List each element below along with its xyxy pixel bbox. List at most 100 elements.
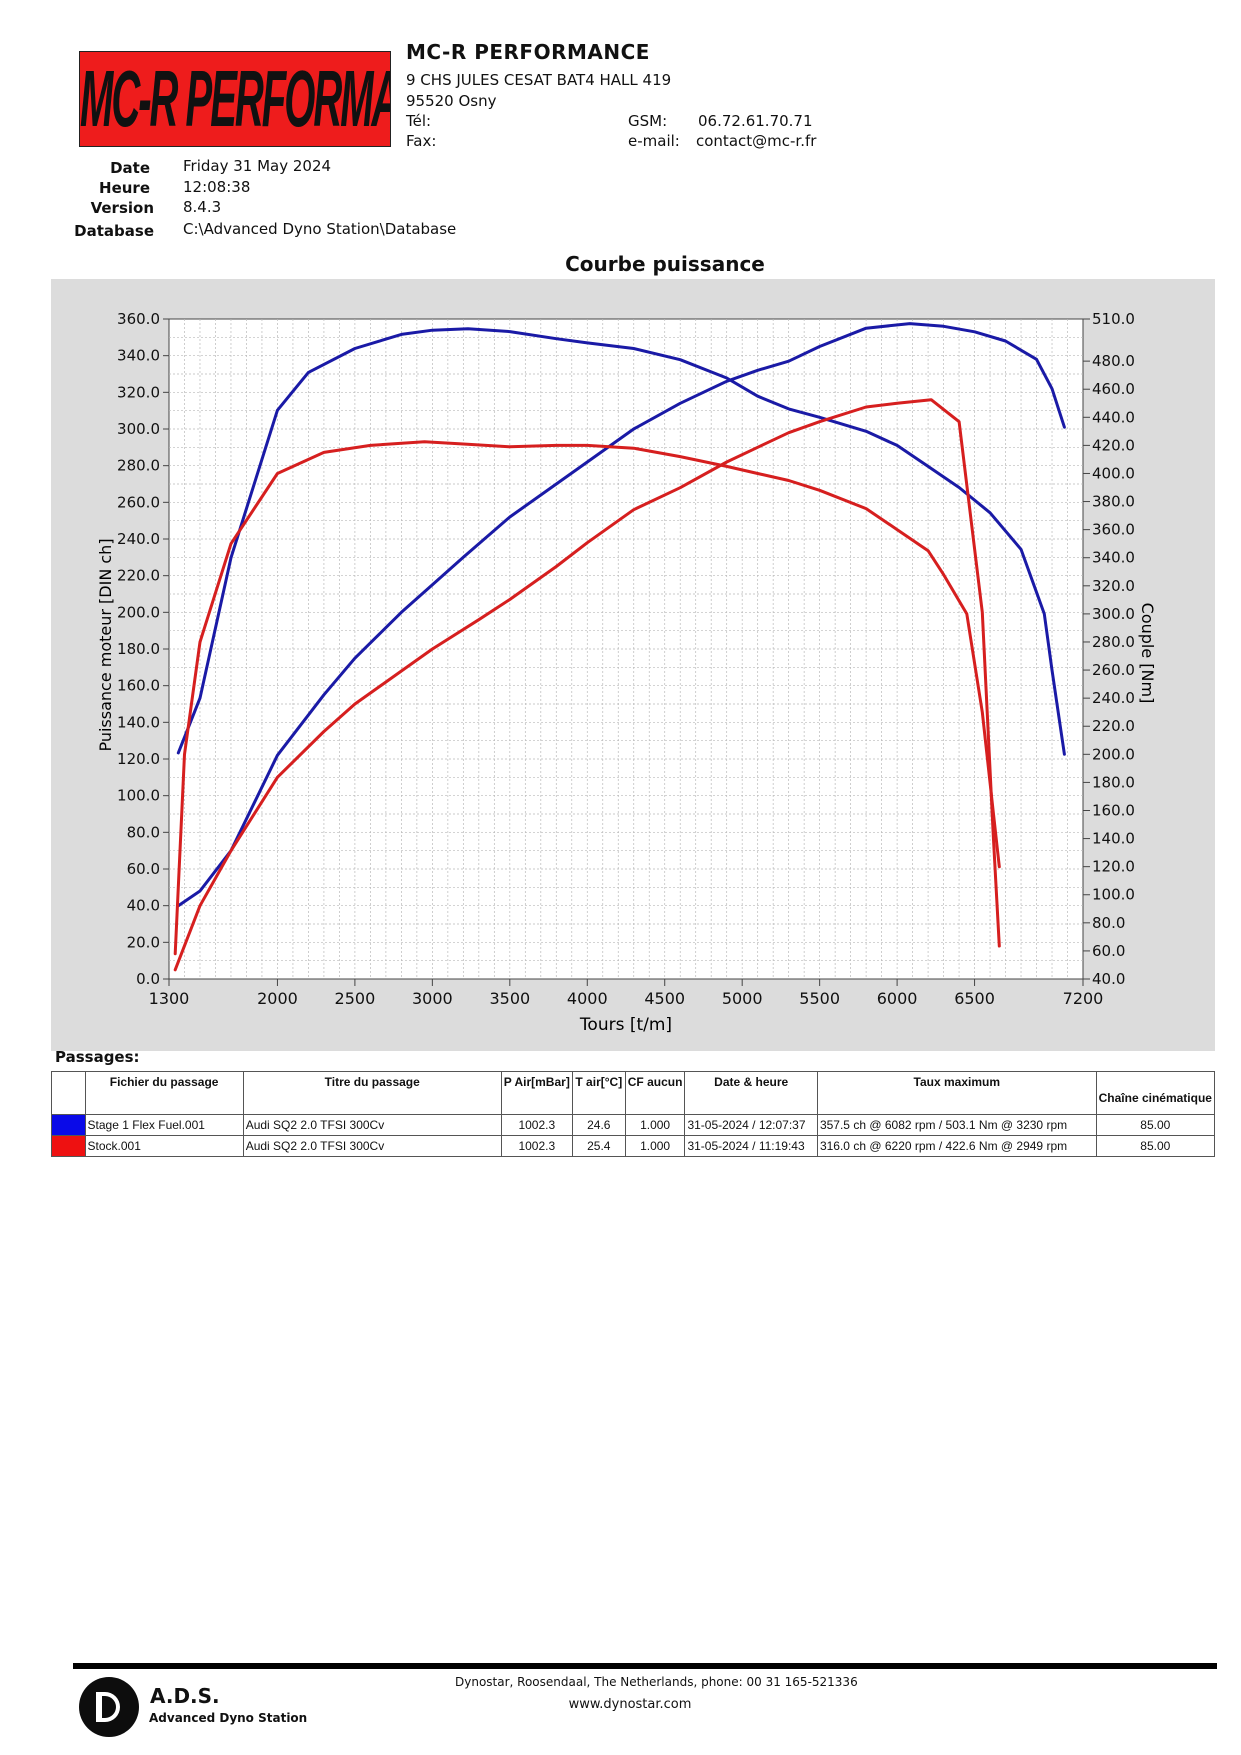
- file-cell: Stage 1 Flex Fuel.001: [84, 1114, 244, 1136]
- stock-power-line: [173, 398, 1001, 972]
- y2-tick-label: 510.0: [1092, 310, 1135, 328]
- y2-tick-label: 280.0: [1092, 633, 1135, 651]
- x-tick-label: 4500: [644, 989, 685, 1008]
- chain-cell: 85.00: [1095, 1114, 1216, 1136]
- company-name: MC-R PERFORMANCE: [406, 40, 650, 64]
- y-tick-label: 180.0: [117, 640, 160, 658]
- p-air-cell: 1002.3: [500, 1135, 573, 1157]
- y-tick-label: 240.0: [117, 530, 160, 548]
- file-cell: Stock.001: [84, 1135, 244, 1157]
- database-value: C:\Advanced Dyno Station\Database: [183, 220, 457, 238]
- y2-tick-label: 480.0: [1092, 352, 1135, 370]
- y2-tick-label: 200.0: [1092, 745, 1135, 763]
- y-tick-label: 220.0: [117, 567, 160, 585]
- database-label: Database: [74, 222, 154, 240]
- y2-tick-label: 100.0: [1092, 886, 1135, 904]
- datetime-cell: 31-05-2024 / 12:07:37: [684, 1114, 818, 1136]
- y-tick-label: 60.0: [127, 860, 160, 878]
- table-row[interactable]: Stage 1 Flex Fuel.001 Audi SQ2 2.0 TFSI …: [51, 1114, 1216, 1136]
- email-value: contact@mc-r.fr: [696, 132, 817, 150]
- y2-tick-label: 120.0: [1092, 858, 1135, 876]
- y2-tick-label: 160.0: [1092, 801, 1135, 819]
- col-max: Taux maximum: [816, 1071, 1097, 1115]
- footer-url: www.dynostar.com: [568, 1697, 692, 1712]
- col-color: [51, 1071, 86, 1115]
- x-tick-label: 6500: [954, 989, 995, 1008]
- ads-logo-icon: [79, 1677, 139, 1737]
- stage1-power-line: [176, 322, 1066, 908]
- x-tick-label: 1300: [149, 989, 190, 1008]
- t-air-cell: 25.4: [571, 1135, 626, 1157]
- y-tick-label: 0.0: [136, 970, 160, 988]
- y-tick-label: 260.0: [117, 493, 160, 511]
- table-row[interactable]: Stock.001 Audi SQ2 2.0 TFSI 300Cv 1002.3…: [51, 1135, 1216, 1157]
- y2-tick-label: 300.0: [1092, 605, 1135, 623]
- title-cell: Audi SQ2 2.0 TFSI 300Cv: [242, 1114, 502, 1136]
- date-label: Date: [110, 159, 150, 177]
- y-tick-label: 120.0: [117, 750, 160, 768]
- stock-torque-line: [173, 440, 1001, 956]
- date-value: Friday 31 May 2024: [183, 157, 332, 175]
- x-tick-label: 3500: [489, 989, 530, 1008]
- y-tick-label: 40.0: [127, 897, 160, 915]
- y-tick-label: 100.0: [117, 787, 160, 805]
- fax-label: Fax:: [406, 132, 437, 150]
- col-datetime: Date & heure: [684, 1071, 818, 1115]
- ads-subtitle: Advanced Dyno Station: [149, 1711, 308, 1725]
- y2-tick-label: 440.0: [1092, 408, 1135, 426]
- datetime-cell: 31-05-2024 / 11:19:43: [684, 1135, 818, 1157]
- heure-value: 12:08:38: [183, 178, 251, 196]
- y2-tick-label: 140.0: [1092, 830, 1135, 848]
- ads-title: A.D.S.: [150, 1684, 220, 1708]
- t-air-cell: 24.6: [571, 1114, 626, 1136]
- y-tick-label: 140.0: [117, 713, 160, 731]
- x-tick-label: 4000: [567, 989, 608, 1008]
- chart-svg: 1300 2000 2500 3000 3500 4000 4500 5000 5500 6000…: [96, 310, 1157, 1035]
- y-tick-label: 160.0: [117, 677, 160, 695]
- chain-cell: 85.00: [1095, 1135, 1216, 1157]
- x-axis-label: Tours [t/m]: [579, 1015, 672, 1035]
- x-tick-label: 2500: [335, 989, 376, 1008]
- version-value: 8.4.3: [183, 198, 222, 216]
- col-file: Fichier du passage: [84, 1071, 244, 1115]
- heure-label: Heure: [99, 179, 150, 197]
- y2-axis-label: Couple [Nm]: [1138, 603, 1157, 704]
- y-tick-label: 280.0: [117, 457, 160, 475]
- p-air-cell: 1002.3: [500, 1114, 573, 1136]
- cf-cell: 1.000: [624, 1114, 686, 1136]
- col-chain: Chaîne cinématique: [1095, 1071, 1216, 1115]
- x-tick-label: 3000: [412, 989, 453, 1008]
- color-swatch: [51, 1114, 86, 1136]
- y2-tick-label: 380.0: [1092, 493, 1135, 511]
- chart-series: [173, 322, 1066, 972]
- y2-tick-label: 360.0: [1092, 521, 1135, 539]
- col-cf: CF aucun: [624, 1071, 686, 1115]
- address-line-1: 9 CHS JULES CESAT BAT4 HALL 419: [406, 71, 672, 89]
- footer-divider: [73, 1663, 1217, 1669]
- passages-table: Fichier du passage Titre du passage P Ai…: [51, 1071, 1216, 1157]
- x-tick-label: 6000: [877, 989, 918, 1008]
- y2-tick-label: 220.0: [1092, 717, 1135, 735]
- col-title: Titre du passage: [242, 1071, 502, 1115]
- y-tick-label: 200.0: [117, 603, 160, 621]
- passages-label: Passages:: [55, 1048, 140, 1066]
- table-header-row: Fichier du passage Titre du passage P Ai…: [51, 1071, 1216, 1115]
- title-cell: Audi SQ2 2.0 TFSI 300Cv: [242, 1135, 502, 1157]
- axis-ticks: 1300 2000 2500 3000 3500 4000 4500 5000 5500 6000…: [117, 310, 1135, 1008]
- grid-lines: [169, 319, 1083, 979]
- y2-tick-label: 400.0: [1092, 464, 1135, 482]
- y2-tick-label: 80.0: [1092, 914, 1125, 932]
- y-tick-label: 20.0: [127, 933, 160, 951]
- max-cell: 357.5 ch @ 6082 rpm / 503.1 Nm @ 3230 rp…: [816, 1114, 1097, 1136]
- address-line-2: 95520 Osny: [406, 92, 497, 110]
- y-tick-label: 340.0: [117, 347, 160, 365]
- version-label: Version: [90, 199, 154, 217]
- company-logo: MC-R PERFORMANCE: [79, 51, 391, 147]
- email-label: e-mail:: [628, 132, 680, 150]
- chart-title: Courbe puissance: [565, 252, 765, 276]
- gsm-label: GSM:: [628, 112, 668, 130]
- x-tick-label: 2000: [257, 989, 298, 1008]
- col-t-air: T air[°C]: [571, 1071, 626, 1115]
- y-axis-label: Puissance moteur [DIN ch]: [96, 538, 115, 751]
- x-tick-label: 5500: [799, 989, 840, 1008]
